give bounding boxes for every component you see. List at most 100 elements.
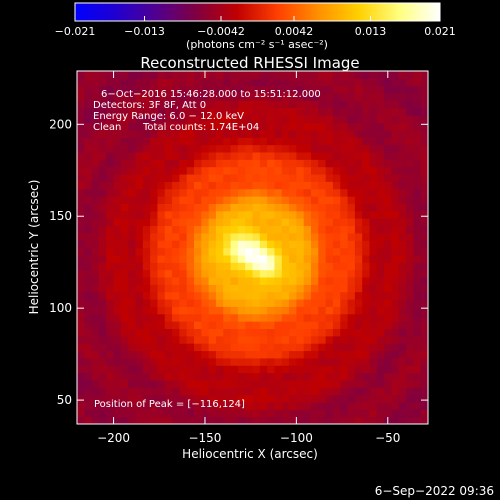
heatmap-cell	[150, 328, 159, 337]
heatmap-cell	[347, 416, 356, 424]
heatmap-cell	[77, 409, 85, 418]
heatmap-cell	[128, 387, 137, 396]
heatmap-cell	[289, 387, 297, 396]
heatmap-cell	[120, 166, 129, 175]
heatmap-cell	[267, 262, 276, 271]
heatmap-cell	[194, 115, 202, 124]
heatmap-cell	[128, 276, 137, 285]
heatmap-cell	[267, 365, 276, 374]
heatmap-cell	[318, 225, 327, 234]
heatmap-cell	[179, 394, 188, 403]
heatmap-cell	[267, 166, 276, 175]
heatmap-cell	[318, 269, 327, 278]
heatmap-cell	[215, 85, 224, 94]
heatmap-cell	[362, 85, 371, 94]
heatmap-cell	[201, 129, 210, 138]
heatmap-cell	[150, 151, 159, 160]
heatmap-cell	[354, 379, 363, 388]
heatmap-cell	[347, 240, 356, 249]
heatmap-cell	[106, 196, 115, 204]
heatmap-cell	[142, 93, 151, 102]
heatmap-cell	[215, 129, 224, 138]
heatmap-cell	[332, 240, 341, 249]
heatmap-cell	[84, 93, 93, 102]
heatmap-cell	[420, 137, 428, 146]
heatmap-cell	[398, 137, 407, 146]
heatmap-cell	[274, 232, 283, 241]
heatmap-cell	[413, 78, 422, 87]
heatmap-cell	[325, 144, 334, 153]
heatmap-cell	[237, 137, 246, 146]
heatmap-cell	[281, 107, 290, 116]
heatmap-cell	[98, 144, 107, 153]
heatmap-cell	[384, 276, 393, 285]
heatmap-cell	[281, 100, 290, 109]
heatmap-cell	[354, 365, 363, 374]
heatmap-cell	[120, 254, 129, 263]
heatmap-cell	[208, 93, 217, 102]
heatmap-cell	[252, 254, 261, 263]
heatmap-cell	[252, 107, 261, 116]
heatmap-cell	[376, 173, 385, 182]
heatmap-cell	[376, 372, 385, 381]
heatmap-cell	[259, 232, 268, 241]
heatmap-cell	[311, 401, 319, 410]
heatmap-cell	[303, 129, 312, 138]
heatmap-cell	[172, 71, 180, 79]
heatmap-cell	[259, 85, 268, 94]
heatmap-cell	[406, 394, 414, 403]
heatmap-cell	[230, 335, 239, 344]
heatmap-cell	[135, 276, 144, 285]
heatmap-cell	[347, 218, 356, 227]
heatmap-cell	[420, 196, 428, 204]
heatmap-cell	[332, 262, 341, 271]
heatmap-cell	[340, 218, 349, 227]
heatmap-cell	[340, 350, 349, 359]
heatmap-cell	[215, 284, 224, 293]
heatmap-cell	[362, 144, 371, 153]
heatmap-cell	[120, 343, 129, 352]
heatmap-cell	[347, 166, 356, 175]
heatmap-cell	[340, 159, 349, 168]
heatmap-cell	[157, 387, 166, 396]
heatmap-cell	[201, 188, 210, 197]
heatmap-cell	[179, 276, 188, 285]
heatmap-cell	[369, 321, 378, 329]
heatmap-cell	[230, 203, 239, 212]
heatmap-cell	[413, 394, 422, 403]
heatmap-cell	[413, 115, 422, 124]
heatmap-cell	[347, 379, 356, 388]
heatmap-cell	[318, 100, 327, 109]
heatmap-cell	[267, 247, 276, 256]
heatmap-cell	[318, 401, 327, 410]
heatmap-cell	[237, 100, 246, 109]
heatmap-cell	[128, 173, 137, 182]
heatmap-cell	[230, 350, 239, 359]
heatmap-cell	[120, 291, 129, 300]
heatmap-cell	[267, 210, 276, 219]
heatmap-cell	[164, 284, 173, 293]
heatmap-cell	[172, 159, 180, 168]
heatmap-cell	[267, 372, 276, 381]
heatmap-cell	[311, 71, 319, 79]
heatmap-cell	[420, 335, 428, 344]
heatmap-cell	[201, 335, 210, 344]
heatmap-cell	[340, 262, 349, 271]
heatmap-cell	[91, 387, 100, 396]
heatmap-cell	[391, 328, 400, 337]
heatmap-cell	[186, 218, 195, 227]
heatmap-cell	[77, 313, 85, 322]
heatmap-cell	[91, 276, 100, 285]
heatmap-cell	[311, 247, 319, 256]
heatmap-cell	[84, 321, 93, 329]
heatmap-cell	[384, 284, 393, 293]
heatmap-cell	[296, 137, 305, 146]
heatmap-cell	[201, 232, 210, 241]
heatmap-cell	[98, 306, 107, 315]
heatmap-cell	[340, 409, 349, 418]
heatmap-cell	[128, 240, 137, 249]
heatmap-cell	[311, 210, 319, 219]
heatmap-cell	[384, 394, 393, 403]
heatmap-cell	[311, 269, 319, 278]
heatmap-cell	[245, 122, 254, 131]
